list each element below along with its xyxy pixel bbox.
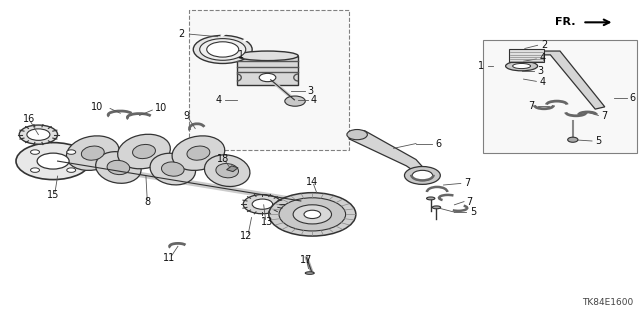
Ellipse shape [427,197,435,200]
Ellipse shape [305,272,314,274]
Ellipse shape [200,39,246,60]
Circle shape [19,125,58,144]
Text: 12: 12 [240,231,253,241]
Ellipse shape [506,61,538,71]
Circle shape [304,210,321,219]
Circle shape [404,167,440,184]
Ellipse shape [207,42,239,57]
Text: 7: 7 [467,197,473,207]
Ellipse shape [237,51,298,61]
Text: 7: 7 [528,101,534,111]
Text: 9: 9 [184,111,190,121]
Polygon shape [517,51,605,109]
Circle shape [285,96,305,106]
Text: 4: 4 [215,94,221,105]
Text: FR.: FR. [556,17,576,27]
Circle shape [31,168,40,172]
Text: 4: 4 [540,77,546,87]
Polygon shape [237,56,298,85]
Text: 11: 11 [163,253,175,263]
Text: 6: 6 [630,93,636,103]
Polygon shape [349,131,429,177]
Text: 7: 7 [464,178,470,189]
Text: 3: 3 [307,86,314,96]
Circle shape [269,193,356,236]
Ellipse shape [150,153,196,185]
Ellipse shape [95,152,141,183]
Circle shape [16,143,90,180]
Text: 5: 5 [595,136,602,146]
Bar [483,40,637,153]
Circle shape [279,198,346,231]
Text: 4: 4 [311,94,317,105]
Ellipse shape [204,155,250,187]
Circle shape [252,199,273,209]
Ellipse shape [216,164,239,178]
Circle shape [412,170,433,181]
Text: 18: 18 [216,154,229,164]
Text: 2: 2 [178,29,184,39]
Circle shape [37,153,69,169]
Text: TK84E1600: TK84E1600 [582,298,634,307]
Text: 17: 17 [300,255,312,265]
Bar [189,10,349,150]
Text: 4: 4 [540,53,546,63]
Text: 5: 5 [470,207,476,217]
Circle shape [347,130,367,140]
Text: 10: 10 [92,102,104,112]
Circle shape [259,73,276,82]
Text: 3: 3 [538,66,544,76]
Circle shape [67,168,76,172]
Text: 14: 14 [305,177,318,187]
Circle shape [31,150,40,154]
Ellipse shape [118,134,170,169]
Text: 15: 15 [47,189,60,200]
Ellipse shape [132,145,156,159]
Text: 10: 10 [155,103,167,114]
Circle shape [568,137,578,142]
Ellipse shape [81,146,104,160]
Ellipse shape [187,146,210,160]
Text: 2: 2 [541,40,547,50]
Ellipse shape [67,136,119,170]
Circle shape [27,129,50,140]
Bar [509,49,544,62]
Polygon shape [227,166,238,172]
Ellipse shape [193,35,252,63]
Circle shape [293,205,332,224]
Text: 1: 1 [238,50,244,60]
Ellipse shape [433,206,441,209]
Text: 8: 8 [144,197,150,207]
Text: 7: 7 [602,111,608,121]
Text: 1: 1 [477,61,484,71]
Circle shape [243,195,282,214]
Ellipse shape [161,162,184,176]
Text: 16: 16 [22,114,35,124]
Ellipse shape [107,160,130,174]
Text: 13: 13 [260,217,273,227]
Ellipse shape [172,136,225,170]
Ellipse shape [513,63,531,69]
Circle shape [67,150,76,154]
Text: 6: 6 [435,138,442,149]
